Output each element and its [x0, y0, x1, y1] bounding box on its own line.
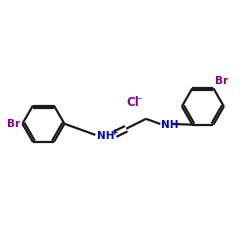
Text: NH: NH	[96, 131, 114, 141]
Text: NH: NH	[161, 120, 178, 130]
Text: ⁻: ⁻	[136, 96, 142, 106]
Text: +: +	[111, 128, 118, 137]
Text: Br: Br	[7, 119, 20, 129]
Text: Cl: Cl	[126, 96, 139, 109]
Text: Br: Br	[214, 76, 228, 86]
